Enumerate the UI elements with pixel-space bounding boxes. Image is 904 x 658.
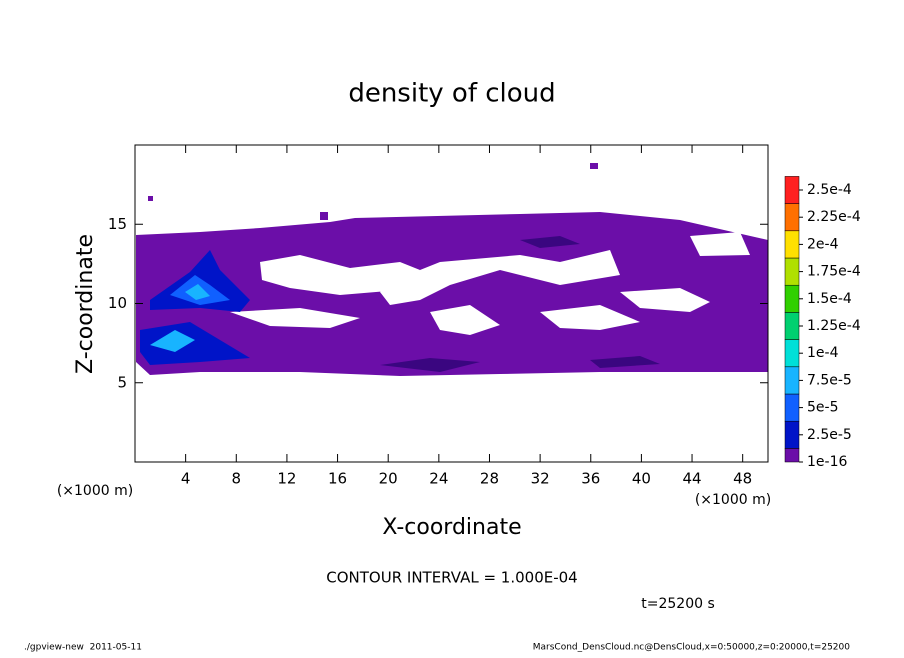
time-label: t=25200 s [641,596,715,612]
colorbar-label: 2.25e-4 [807,209,861,225]
x-tick-label: 16 [328,470,347,488]
colorbar-label: 1.5e-4 [807,291,852,307]
colorbar-label: 1.25e-4 [807,318,861,334]
colorbar-label: 1e-16 [807,454,847,470]
colorbar-box [784,230,800,259]
x-tick-label: 32 [531,470,550,488]
x-axis-label: X-coordinate [382,515,521,540]
colorbar-label: 5e-5 [807,400,838,416]
footer-left: ./gpview-new 2011-05-11 [24,643,142,653]
x-tick-label: 4 [181,470,191,488]
colorbar-box [784,393,800,422]
colorbar-label: 7.5e-5 [807,372,852,388]
y-tick-label: 5 [117,373,127,391]
colorbar-label: 1.75e-4 [807,264,861,280]
colorbar-box [784,257,800,286]
x-tick-label: 20 [379,470,398,488]
y-tick-label: 10 [108,294,127,312]
x-tick-label: 28 [480,470,499,488]
colorbar-box [784,176,800,204]
colorbar-box [784,366,800,395]
colorbar-box [784,312,800,340]
x-tick-label: 12 [277,470,296,488]
y-tick-label: 15 [108,215,127,233]
colorbar-box [784,203,800,232]
colorbar-box [784,420,800,449]
x-tick-label: 40 [632,470,651,488]
colorbar-label: 1e-4 [807,345,839,361]
x-tick-label: 48 [733,470,752,488]
colorbar-label: 2e-4 [807,236,839,252]
cloud-field [136,163,768,376]
x-tick-label: 44 [682,470,701,488]
y-axis-label: Z-coordinate [73,234,98,374]
colorbar-label: 2.5e-4 [807,182,852,198]
x-unit-right: (×1000 m) [695,492,771,508]
x-tick-label: 36 [581,470,600,488]
footer-right: MarsCond_DensCloud.nc@DensCloud,x=0:5000… [533,643,850,653]
colorbar-box [784,448,800,463]
x-unit-left: (×1000 m) [57,483,133,499]
contour-interval: CONTOUR INTERVAL = 1.000E-04 [326,569,577,587]
colorbar-box [784,339,800,368]
x-tick-label: 24 [429,470,448,488]
colorbar-box [784,284,800,313]
colorbar-label: 2.5e-5 [807,427,852,443]
x-tick-label: 8 [232,470,242,488]
chart-title: density of cloud [348,79,555,109]
